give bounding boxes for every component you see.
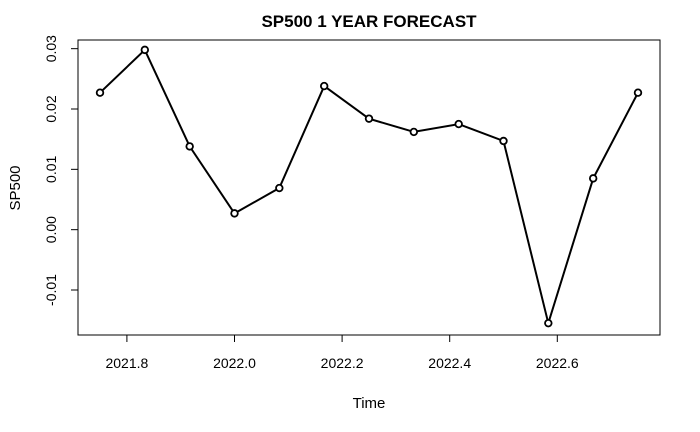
y-tick-label: -0.01 [43,274,59,306]
x-axis: 2021.8 2022.0 2022.2 2022.4 2022.6 [105,334,579,371]
plot-frame [77,39,661,336]
data-point [499,136,508,146]
data-point [588,174,598,183]
data-point [275,183,284,193]
y-axis-label: SP500 [7,165,24,210]
chart-title: SP500 1 YEAR FORECAST [261,12,477,31]
x-tick-label: 2022.4 [428,355,471,371]
data-point [364,114,374,123]
y-tick-label: 0.03 [43,35,59,62]
data-point [633,88,643,97]
data-point [185,142,194,151]
data-points [95,45,643,328]
data-point [95,88,105,97]
y-tick-label: 0.02 [43,95,59,122]
y-tick-label: 0.01 [43,155,59,182]
data-point [230,209,239,218]
x-tick-label: 2022.0 [213,355,256,371]
data-point [409,127,419,137]
y-tick-label: 0.00 [43,216,59,243]
data-point [454,119,463,129]
data-point [319,81,329,91]
x-tick-label: 2021.8 [105,355,148,371]
series-line [99,48,639,327]
y-axis: -0.01 0.00 0.01 0.02 0.03 [43,35,79,306]
x-axis-label: Time [353,395,386,412]
data-point [544,318,553,328]
x-tick-label: 2022.6 [536,355,579,371]
x-tick-label: 2022.2 [321,355,364,371]
data-point [140,45,150,55]
